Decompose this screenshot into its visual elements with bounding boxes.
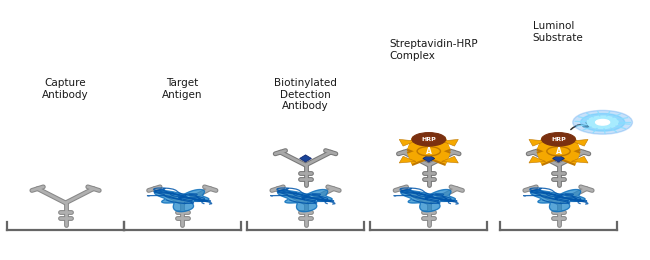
Text: Biotinylated
Detection
Antibody: Biotinylated Detection Antibody xyxy=(274,78,337,112)
Polygon shape xyxy=(278,190,332,212)
Text: HRP: HRP xyxy=(551,137,566,142)
Polygon shape xyxy=(441,139,458,146)
Polygon shape xyxy=(300,155,311,162)
Circle shape xyxy=(421,136,436,142)
Polygon shape xyxy=(399,156,416,163)
Circle shape xyxy=(595,120,610,125)
Circle shape xyxy=(547,147,570,156)
Polygon shape xyxy=(423,155,435,162)
Polygon shape xyxy=(155,190,209,212)
Polygon shape xyxy=(529,139,545,146)
Polygon shape xyxy=(399,139,416,146)
Text: HRP: HRP xyxy=(421,137,436,142)
Circle shape xyxy=(412,133,446,146)
Text: Streptavidin-HRP
Complex: Streptavidin-HRP Complex xyxy=(390,40,478,61)
Polygon shape xyxy=(571,156,588,163)
Circle shape xyxy=(541,133,575,146)
Circle shape xyxy=(573,110,632,134)
Polygon shape xyxy=(530,190,585,212)
Circle shape xyxy=(547,135,570,144)
Circle shape xyxy=(417,147,441,156)
Text: A: A xyxy=(556,147,562,156)
Circle shape xyxy=(587,116,618,128)
Polygon shape xyxy=(552,155,564,162)
Circle shape xyxy=(551,136,566,142)
Circle shape xyxy=(417,135,441,144)
Text: Luminol
Substrate: Luminol Substrate xyxy=(532,21,583,43)
Text: Target
Antigen: Target Antigen xyxy=(162,78,203,100)
Polygon shape xyxy=(529,156,545,163)
Text: A: A xyxy=(426,147,432,156)
Circle shape xyxy=(580,114,625,131)
Polygon shape xyxy=(571,139,588,146)
Polygon shape xyxy=(441,156,458,163)
Polygon shape xyxy=(401,190,456,212)
Text: Capture
Antibody: Capture Antibody xyxy=(42,78,89,100)
